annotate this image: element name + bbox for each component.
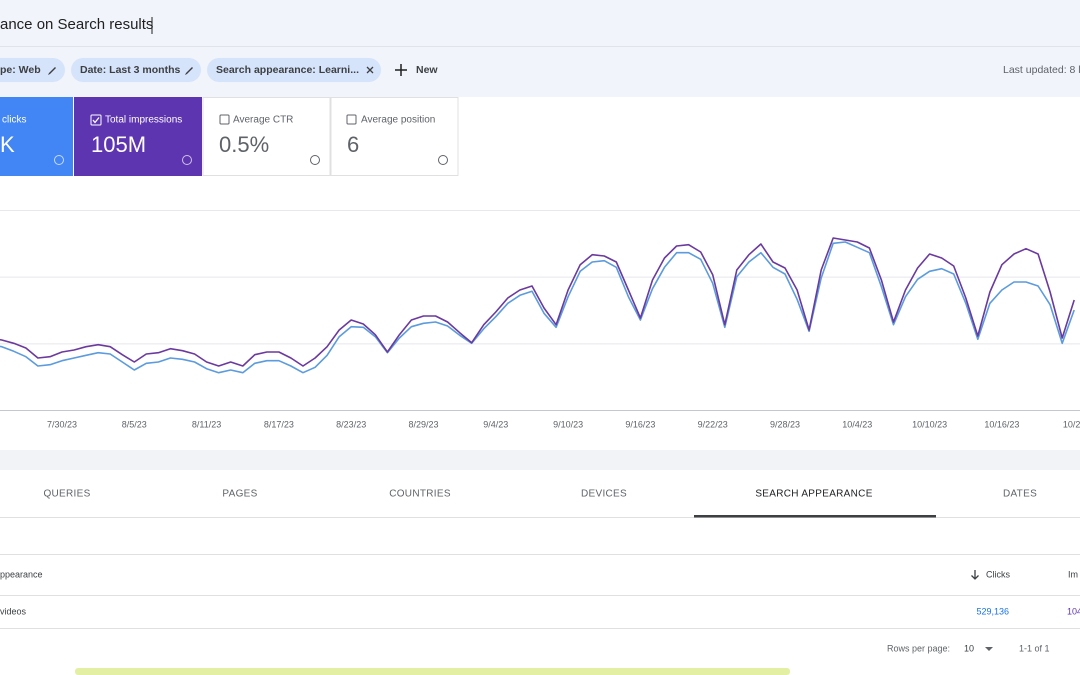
- checkbox[interactable]: [90, 114, 102, 126]
- filter-chip[interactable]: [0, 58, 65, 82]
- x-tick-label: 8/5/23: [122, 419, 147, 429]
- chart: 37/30/238/5/238/11/238/17/238/23/238/29/…: [0, 210, 1080, 429]
- band: [0, 450, 1080, 470]
- cell: 104: [1067, 606, 1080, 616]
- last-updated: Last updated: 8 l: [1003, 64, 1080, 76]
- sort-icon[interactable]: [971, 570, 979, 580]
- card-value[interactable]: K: [0, 132, 15, 157]
- help-icon[interactable]: [54, 155, 64, 165]
- card-label[interactable]: clicks: [2, 115, 26, 126]
- tab[interactable]: QUERIES: [43, 489, 90, 500]
- new-button[interactable]: New: [416, 64, 438, 76]
- tab-indicator: [694, 515, 936, 518]
- card-label[interactable]: Total impressions: [105, 115, 182, 126]
- x-tick-label: 10/16/23: [984, 419, 1019, 429]
- x-tick-label: 9/10/23: [553, 419, 583, 429]
- tab[interactable]: SEARCH APPEARANCE: [755, 489, 872, 500]
- x-tick-label: 8/17/23: [264, 419, 294, 429]
- card-label[interactable]: Average position: [361, 115, 435, 126]
- x-tick-label: 9/4/23: [483, 419, 508, 429]
- x-tick-label: 10/22: [1063, 419, 1080, 429]
- metric-card[interactable]: [202, 97, 331, 176]
- chip-label[interactable]: pe: Web: [0, 64, 41, 76]
- series-line: [0, 241, 1075, 374]
- x-tick-label: 9/16/23: [625, 419, 655, 429]
- help-icon[interactable]: [182, 155, 192, 165]
- column-header[interactable]: Im: [1068, 569, 1078, 579]
- x-tick-label: 10/10/23: [912, 419, 947, 429]
- filter-chip[interactable]: [71, 58, 201, 82]
- x-tick-label: 9/28/23: [770, 419, 800, 429]
- dropdown-icon[interactable]: [985, 647, 993, 651]
- chip-label[interactable]: Date: Last 3 months: [80, 64, 181, 76]
- column-header[interactable]: Clicks: [986, 569, 1010, 579]
- cell: videos: [0, 606, 27, 616]
- card-value[interactable]: 0.5%: [219, 132, 269, 157]
- card-label[interactable]: Average CTR: [233, 115, 293, 126]
- edit-icon[interactable]: [185, 67, 193, 75]
- checkbox[interactable]: [219, 114, 230, 125]
- metric-card[interactable]: [74, 97, 202, 176]
- help-icon[interactable]: [438, 155, 448, 165]
- checkbox[interactable]: [346, 114, 357, 125]
- x-tick-label: 8/11/23: [192, 419, 221, 429]
- tab[interactable]: DATES: [1003, 489, 1037, 500]
- card-value[interactable]: 105M: [91, 132, 146, 157]
- card-value[interactable]: 6: [347, 132, 359, 157]
- x-tick-label: 8/29/23: [408, 419, 438, 429]
- page-range: 1-1 of 1: [1019, 643, 1050, 653]
- remove-icon[interactable]: [366, 66, 374, 74]
- rows-per-page-label: Rows per page:: [887, 643, 950, 653]
- series-line: [0, 237, 1075, 367]
- cell: 529,136: [976, 606, 1009, 616]
- filter-chip[interactable]: [207, 58, 381, 82]
- check: [92, 117, 100, 124]
- help-icon[interactable]: [310, 155, 320, 165]
- x-tick-label: 10/4/23: [842, 419, 872, 429]
- x-tick-label: 9/22/23: [698, 419, 728, 429]
- chip-label[interactable]: Search appearance: Learni...: [216, 64, 359, 76]
- tab[interactable]: PAGES: [222, 489, 257, 500]
- tab[interactable]: COUNTRIES: [389, 489, 451, 500]
- add-icon[interactable]: [395, 64, 407, 76]
- metric-card[interactable]: [330, 97, 459, 176]
- rows-per-page[interactable]: 10: [964, 643, 974, 653]
- metric-card[interactable]: [0, 97, 73, 176]
- header-bg: [0, 0, 1080, 97]
- edit-icon[interactable]: [48, 67, 56, 75]
- tabs: QUERIES PAGES COUNTRIES DEVICES SEARCH APPEA…: [43, 489, 1037, 500]
- x-tick-label: 8/23/23: [336, 419, 366, 429]
- column-header: ppearance: [0, 569, 43, 579]
- highlight-bar: [75, 668, 790, 675]
- page-title: ance on Search results: [0, 16, 153, 33]
- tab[interactable]: DEVICES: [581, 489, 627, 500]
- x-tick-label: 7/30/23: [47, 419, 77, 429]
